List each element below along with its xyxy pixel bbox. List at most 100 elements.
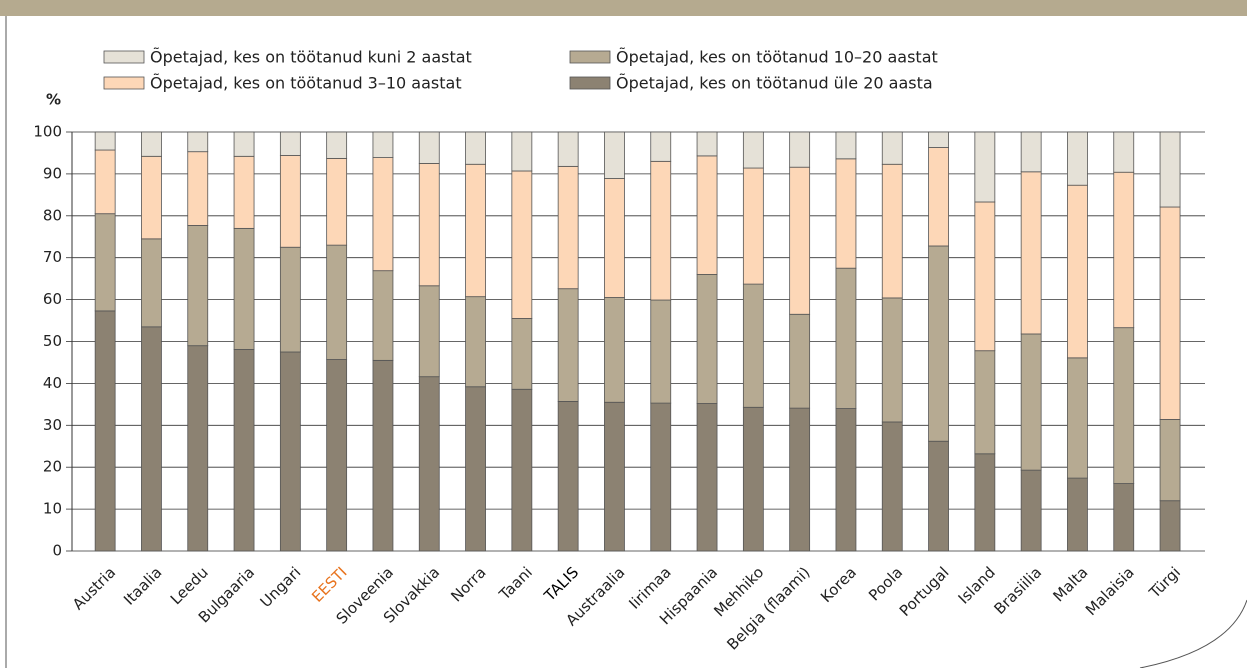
- bar-segment: [418, 131, 440, 164]
- bar-segment: [94, 149, 116, 215]
- bar-segment: [233, 349, 255, 552]
- bar-segment: [465, 163, 486, 298]
- bar-segment: [835, 267, 857, 409]
- bar-segment: [974, 131, 996, 203]
- bar-segment: [372, 270, 394, 361]
- x-tick-label: Türgi: [1145, 563, 1184, 602]
- bar-segment: [511, 388, 533, 552]
- bar-segment: [465, 131, 486, 165]
- x-tick-label: Norra: [447, 563, 489, 605]
- bar-segment: [187, 345, 209, 552]
- bar-segment: [1067, 477, 1088, 552]
- bar-segment: [465, 296, 486, 388]
- bar-segment: [789, 407, 811, 552]
- bar-segment: [465, 386, 486, 552]
- bar-segment: [881, 297, 903, 423]
- bar-segment: [928, 147, 949, 247]
- bar-segment: [604, 401, 625, 552]
- bar-segment: [1113, 131, 1135, 173]
- legend-swatch: [569, 50, 611, 64]
- bar-segment: [881, 163, 903, 299]
- legend-swatch: [103, 76, 145, 90]
- bar-segment: [696, 274, 718, 404]
- bar-segment: [881, 421, 903, 552]
- bar-segment: [604, 297, 625, 403]
- y-tick-label: 30: [43, 416, 62, 434]
- x-tick-label: Leedu: [167, 563, 212, 608]
- bar-segment: [789, 313, 811, 409]
- bar-segment: [742, 283, 764, 408]
- bar-segment: [94, 131, 116, 151]
- bar-segment: [94, 213, 116, 312]
- bar-segment: [326, 131, 348, 159]
- bar-segment: [557, 288, 579, 402]
- bar-segment: [835, 131, 857, 160]
- bar-segment: [279, 155, 301, 248]
- bar-segment: [418, 285, 440, 378]
- bar-segment: [835, 408, 857, 552]
- bar-segment: [650, 402, 672, 552]
- bar-segment: [696, 131, 718, 157]
- bar-segment: [326, 244, 348, 360]
- y-tick-label: 10: [43, 500, 62, 518]
- legend-swatch: [569, 76, 611, 90]
- bar-segment: [1159, 419, 1181, 502]
- bar-segment: [881, 131, 903, 165]
- bar-segment: [1067, 357, 1088, 479]
- bar-segment: [928, 131, 949, 148]
- bar-segment: [372, 359, 394, 552]
- bar-segment: [789, 131, 811, 168]
- bar-segment: [557, 401, 579, 552]
- frame-curve: [1139, 599, 1247, 668]
- bar-segment: [141, 131, 162, 157]
- legend-label: Õpetajad, kes on töötanud 10–20 aastat: [616, 48, 938, 67]
- x-tick-label: Brasiilia: [990, 563, 1045, 618]
- x-tick-label: Belgia (flaami): [723, 563, 813, 653]
- bar-segment: [1159, 206, 1181, 420]
- x-tick-label: Portugal: [896, 563, 953, 620]
- bar-segment: [511, 318, 533, 390]
- x-tick-label: Poola: [865, 563, 906, 604]
- bar-segment: [650, 131, 672, 162]
- bar-segment: [742, 131, 764, 169]
- bar-segment: [789, 166, 811, 315]
- legend-label: Õpetajad, kes on töötanud 3–10 aastat: [150, 74, 462, 93]
- bar-segment: [187, 131, 209, 153]
- legend-label: Õpetajad, kes on töötanud kuni 2 aastat: [150, 48, 472, 67]
- bar-segment: [928, 440, 949, 552]
- bar-segment: [233, 155, 255, 229]
- y-tick-label: 100: [33, 123, 62, 141]
- bar-segment: [650, 160, 672, 301]
- y-tick-label: 50: [43, 332, 62, 350]
- bar-segment: [279, 246, 301, 353]
- x-tick-label: Island: [955, 563, 999, 607]
- bar-segment: [696, 155, 718, 275]
- bar-segment: [974, 350, 996, 455]
- top-banner: [0, 0, 1247, 16]
- bar-segment: [835, 158, 857, 269]
- x-tick-label: EESTI: [308, 563, 350, 605]
- bar-segment: [372, 131, 394, 158]
- bar-segment: [742, 167, 764, 285]
- bar-segment: [1113, 483, 1135, 552]
- bar-segment: [742, 406, 764, 552]
- bar-segment: [696, 403, 718, 552]
- bar-segment: [187, 225, 209, 347]
- bar-segment: [233, 227, 255, 350]
- legend-label: Õpetajad, kes on töötanud üle 20 aasta: [616, 74, 933, 93]
- bar-segment: [233, 131, 255, 157]
- bar-segment: [604, 131, 625, 179]
- x-tick-label: Malta: [1049, 563, 1091, 605]
- bar-segment: [1020, 333, 1042, 471]
- bar-segment: [141, 238, 162, 328]
- bar-segment: [279, 351, 301, 552]
- bar-segment: [974, 201, 996, 352]
- y-tick-label: 90: [43, 164, 62, 182]
- y-tick-label: 40: [43, 374, 62, 392]
- bar-segment: [187, 151, 209, 226]
- bar-segment: [141, 155, 162, 240]
- bar-segment: [279, 131, 301, 156]
- y-tick-label: 60: [43, 290, 62, 308]
- y-tick-label: 0: [52, 542, 62, 560]
